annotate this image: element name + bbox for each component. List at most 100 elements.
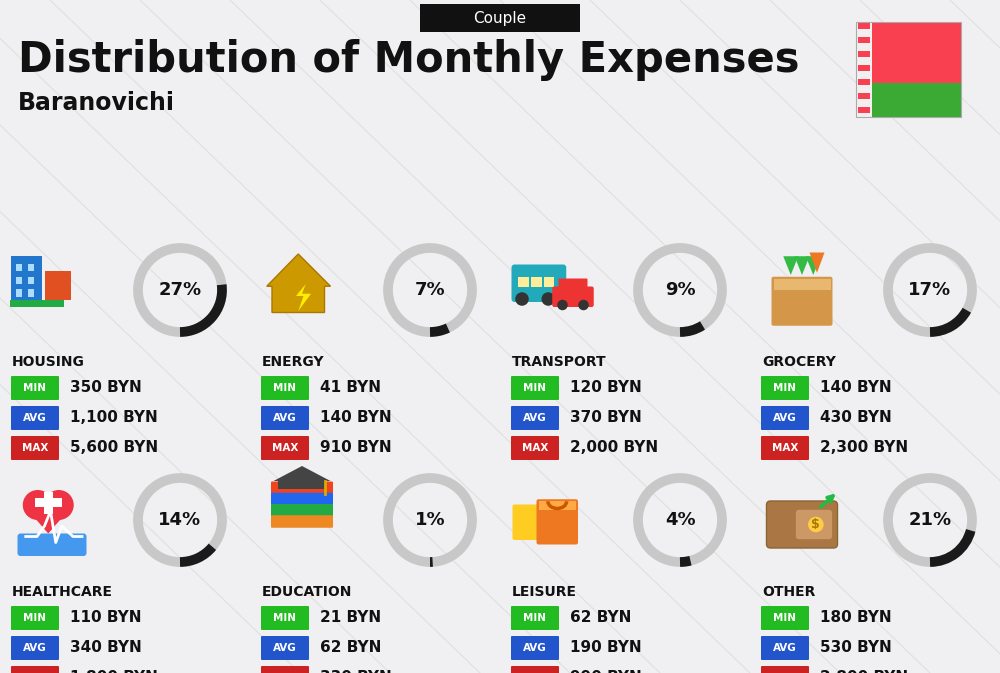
Text: MIN: MIN (524, 383, 546, 393)
FancyBboxPatch shape (511, 406, 559, 430)
Bar (518, 277, 529, 287)
Polygon shape (274, 466, 330, 481)
Bar (278, 481, 326, 489)
Text: AVG: AVG (273, 413, 297, 423)
FancyBboxPatch shape (512, 264, 566, 302)
FancyBboxPatch shape (512, 505, 544, 540)
Text: 140 BYN: 140 BYN (820, 380, 892, 396)
FancyBboxPatch shape (11, 436, 59, 460)
Polygon shape (267, 254, 330, 312)
Text: MIN: MIN (274, 613, 296, 623)
Text: 62 BYN: 62 BYN (570, 610, 631, 625)
Text: 2,800 BYN: 2,800 BYN (820, 670, 908, 673)
Bar (858, 58, 870, 64)
Text: $: $ (811, 518, 820, 531)
FancyBboxPatch shape (511, 636, 559, 660)
Text: 120 BYN: 120 BYN (570, 380, 642, 396)
FancyBboxPatch shape (511, 666, 559, 673)
FancyBboxPatch shape (261, 376, 309, 400)
Text: AVG: AVG (23, 413, 47, 423)
FancyBboxPatch shape (271, 516, 333, 528)
Text: MIN: MIN (774, 383, 796, 393)
Bar (44, 491, 53, 514)
Bar (44, 271, 71, 299)
Circle shape (557, 299, 568, 310)
Bar (858, 51, 870, 57)
Text: 370 BYN: 370 BYN (570, 411, 642, 425)
FancyBboxPatch shape (761, 406, 809, 430)
Text: 430 BYN: 430 BYN (820, 411, 892, 425)
Bar (858, 100, 870, 106)
Text: 4%: 4% (665, 511, 695, 529)
Text: 7%: 7% (415, 281, 445, 299)
FancyBboxPatch shape (11, 636, 59, 660)
FancyBboxPatch shape (761, 376, 809, 400)
Polygon shape (783, 256, 798, 275)
FancyBboxPatch shape (11, 376, 59, 400)
Bar (858, 23, 870, 29)
Polygon shape (24, 505, 73, 534)
Bar (858, 65, 870, 71)
FancyBboxPatch shape (767, 501, 838, 548)
Text: 2,000 BYN: 2,000 BYN (570, 441, 658, 456)
FancyBboxPatch shape (261, 666, 309, 673)
Text: MAX: MAX (22, 443, 48, 453)
Text: GROCERY: GROCERY (762, 355, 836, 369)
Text: 14%: 14% (158, 511, 202, 529)
Text: AVG: AVG (773, 643, 797, 653)
Text: 190 BYN: 190 BYN (570, 641, 642, 656)
Text: MAX: MAX (272, 443, 298, 453)
Bar (35, 498, 62, 507)
Text: AVG: AVG (773, 413, 797, 423)
Text: MIN: MIN (524, 613, 546, 623)
Bar (858, 72, 870, 78)
Text: 1,800 BYN: 1,800 BYN (70, 670, 158, 673)
FancyBboxPatch shape (420, 4, 580, 32)
FancyBboxPatch shape (261, 406, 309, 430)
FancyBboxPatch shape (271, 493, 333, 505)
Text: MIN: MIN (24, 383, 46, 393)
Text: 41 BYN: 41 BYN (320, 380, 381, 396)
Bar (858, 30, 870, 36)
Text: 330 BYN: 330 BYN (320, 670, 392, 673)
Text: 2,300 BYN: 2,300 BYN (820, 441, 908, 456)
Polygon shape (810, 252, 824, 273)
FancyBboxPatch shape (261, 606, 309, 630)
Bar (28, 277, 34, 284)
Bar (544, 277, 554, 287)
Text: MIN: MIN (774, 613, 796, 623)
Bar (11, 256, 42, 299)
FancyBboxPatch shape (796, 510, 832, 539)
FancyBboxPatch shape (761, 606, 809, 630)
Text: 5,600 BYN: 5,600 BYN (70, 441, 158, 456)
Bar (858, 114, 870, 120)
Circle shape (808, 517, 824, 532)
Text: ENERGY: ENERGY (262, 355, 325, 369)
FancyBboxPatch shape (511, 376, 559, 400)
Text: MIN: MIN (24, 613, 46, 623)
FancyBboxPatch shape (18, 534, 87, 556)
Text: Distribution of Monthly Expenses: Distribution of Monthly Expenses (18, 39, 800, 81)
Bar (858, 93, 870, 99)
FancyBboxPatch shape (761, 436, 809, 460)
FancyBboxPatch shape (11, 666, 59, 673)
Text: 530 BYN: 530 BYN (820, 641, 892, 656)
FancyBboxPatch shape (552, 287, 594, 307)
Text: AVG: AVG (23, 643, 47, 653)
FancyBboxPatch shape (261, 636, 309, 660)
Text: 21%: 21% (908, 511, 952, 529)
Polygon shape (296, 284, 311, 311)
FancyBboxPatch shape (511, 606, 559, 630)
FancyBboxPatch shape (761, 666, 809, 673)
Bar (856, 22, 872, 117)
Circle shape (23, 490, 53, 520)
Text: 1%: 1% (415, 511, 445, 529)
Bar (28, 289, 34, 297)
Text: MAX: MAX (772, 443, 798, 453)
Bar (10, 299, 64, 306)
Text: 990 BYN: 990 BYN (570, 670, 642, 673)
Circle shape (44, 490, 74, 520)
Text: 110 BYN: 110 BYN (70, 610, 142, 625)
Bar (856, 22, 961, 117)
FancyBboxPatch shape (261, 436, 309, 460)
